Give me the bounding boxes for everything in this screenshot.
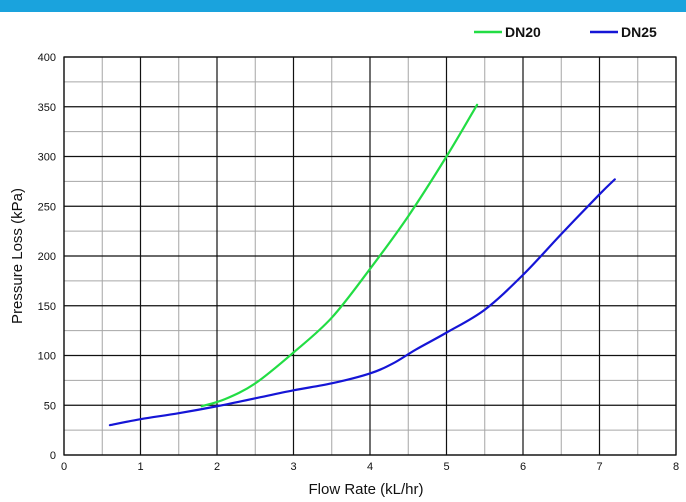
y-axis-title: Pressure Loss (kPa) [9,188,26,324]
x-tick-label: 6 [520,461,526,473]
grid-layer [63,56,677,456]
legend-label-dn20: DN20 [505,24,541,40]
x-tick-label: 7 [596,461,602,473]
x-tick-label: 8 [673,461,679,473]
y-tick-label: 0 [50,450,56,462]
x-axis-title: Flow Rate (kL/hr) [308,481,423,498]
y-tick-label: 300 [38,152,56,164]
x-tick-label: 0 [61,461,67,473]
x-tick-label: 3 [290,461,296,473]
plot-frame [63,56,677,456]
y-tick-label: 400 [38,52,56,64]
y-tick-label: 50 [44,400,56,412]
y-tick-label: 350 [38,102,56,114]
x-tick-label: 2 [214,461,220,473]
x-tick-label: 1 [137,461,143,473]
y-tick-label: 200 [38,251,56,263]
legend-label-dn25: DN25 [621,24,657,40]
tick-labels: 0 1 2 3 4 5 6 7 8 0 50 100 150 200 250 300 350 400 [38,52,679,473]
series-line-dn20 [200,103,479,408]
series-layer [108,103,616,427]
y-tick-label: 250 [38,201,56,213]
y-tick-label: 100 [38,351,56,363]
x-tick-label: 4 [367,461,373,473]
y-tick-label: 150 [38,301,56,313]
legend: DN20 DN25 [474,24,657,40]
series-line-dn25 [108,178,616,427]
x-tick-label: 5 [443,461,449,473]
header-accent-bar [0,0,686,12]
